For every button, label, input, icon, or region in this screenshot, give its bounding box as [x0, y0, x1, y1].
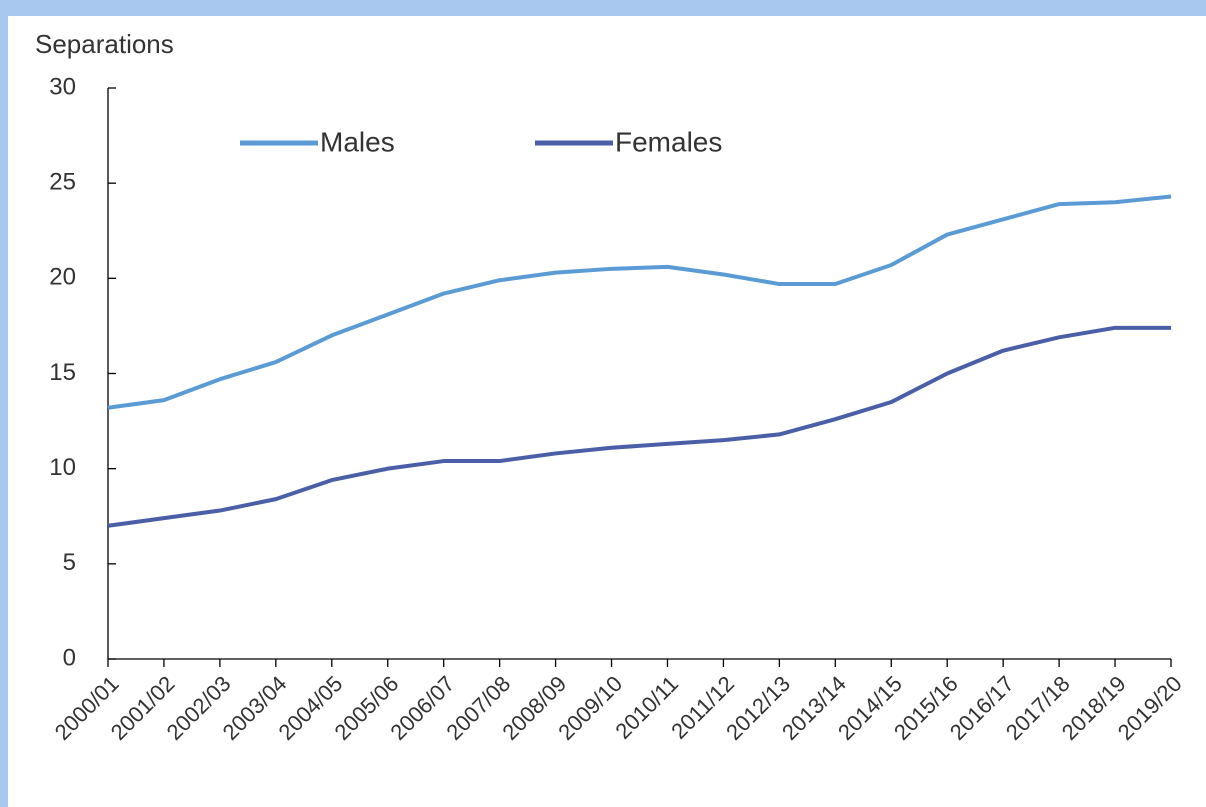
y-tick-label: 0: [63, 644, 76, 671]
y-tick-label: 25: [49, 169, 76, 196]
y-tick-label: 15: [49, 359, 76, 386]
series-line: [107, 194, 1172, 410]
series-line: [107, 325, 1171, 528]
y-tick-label: 20: [49, 264, 76, 291]
y-tick-label: 30: [49, 73, 76, 100]
y-tick-label: 10: [49, 454, 76, 481]
plot-background: [8, 16, 1206, 807]
y-axis-title: Separations: [35, 29, 174, 59]
y-tick-label: 5: [63, 549, 76, 576]
legend-label: Males: [320, 126, 395, 157]
legend-label: Females: [615, 126, 722, 157]
